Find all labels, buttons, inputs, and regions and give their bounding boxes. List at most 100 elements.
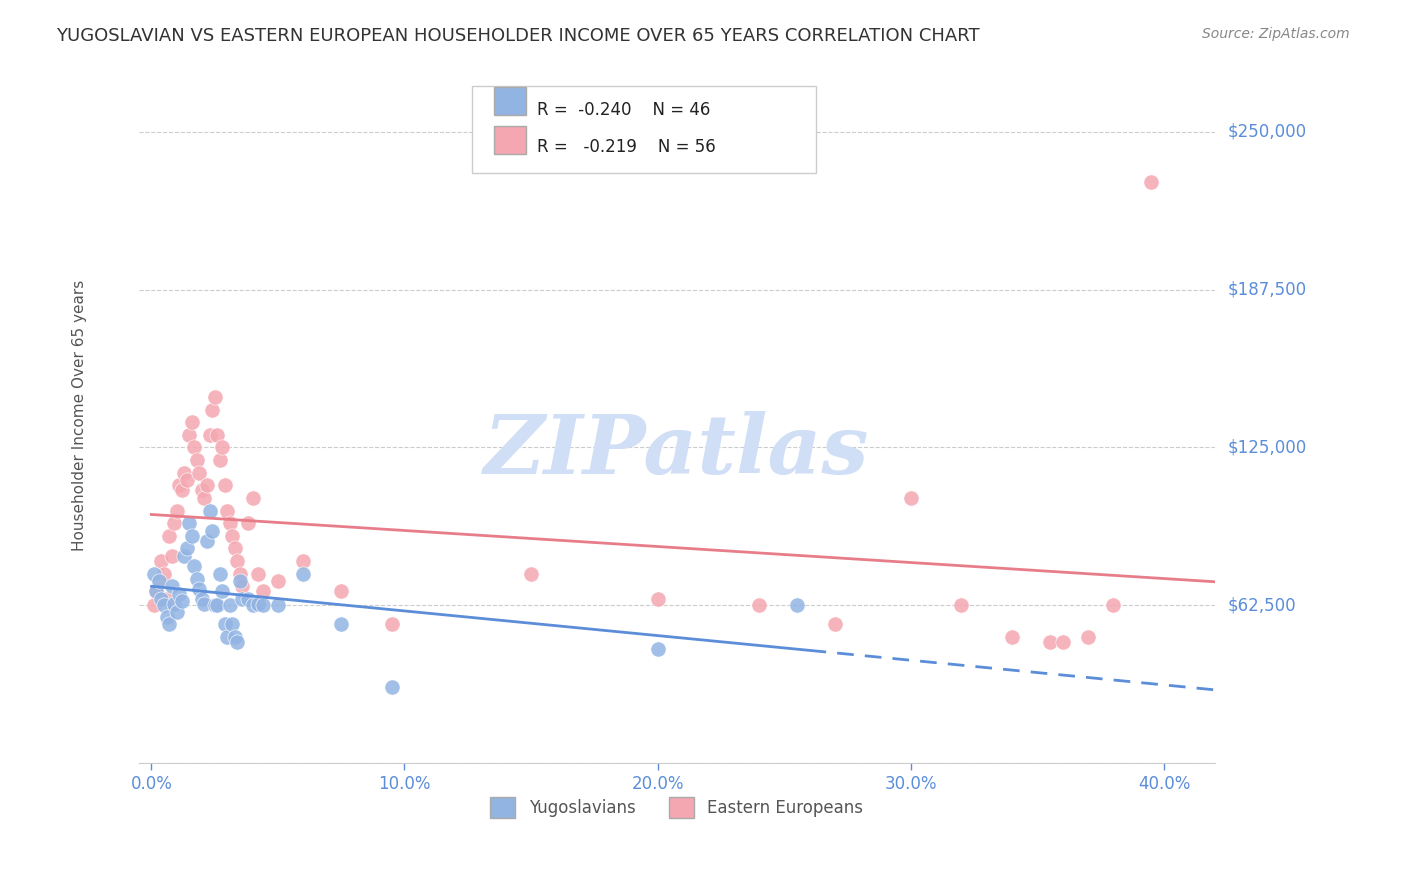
Point (226, 635, 249, 649)
Point (201, 402, 224, 417)
Point (180, 529, 202, 543)
Point (198, 427, 221, 442)
Point (166, 503, 188, 517)
Point (381, 617, 404, 632)
FancyBboxPatch shape (472, 86, 817, 173)
Point (221, 529, 243, 543)
Point (252, 599, 274, 613)
Point (163, 597, 186, 611)
Point (267, 599, 290, 613)
Point (191, 591, 214, 606)
Point (950, 599, 973, 613)
Point (786, 599, 808, 613)
Point (163, 516, 186, 531)
Point (142, 566, 165, 581)
Point (204, 599, 226, 613)
Point (211, 441, 233, 455)
Point (208, 453, 231, 467)
Point (170, 594, 193, 608)
Point (166, 605, 188, 619)
Point (824, 617, 846, 632)
Point (217, 503, 239, 517)
Point (176, 541, 198, 556)
Point (231, 591, 253, 606)
Point (330, 617, 353, 632)
Point (246, 597, 269, 611)
FancyBboxPatch shape (494, 126, 526, 154)
Point (292, 566, 315, 581)
Point (157, 617, 180, 632)
Point (236, 516, 259, 531)
Point (155, 591, 177, 606)
Point (218, 599, 240, 613)
Point (145, 584, 167, 599)
Legend: Yugoslavians, Eastern Europeans: Yugoslavians, Eastern Europeans (484, 790, 870, 824)
Point (1039, 635, 1062, 649)
Point (1102, 599, 1125, 613)
Point (218, 516, 240, 531)
Point (142, 599, 165, 613)
Point (900, 491, 922, 505)
Point (229, 574, 252, 589)
Point (1140, 175, 1163, 189)
Point (183, 441, 205, 455)
Point (242, 599, 264, 613)
Point (155, 609, 177, 624)
Point (214, 478, 236, 492)
Point (193, 491, 215, 505)
Point (1001, 630, 1024, 644)
Point (231, 579, 253, 593)
Text: $62,500: $62,500 (1227, 596, 1296, 615)
Point (148, 574, 170, 589)
Text: R =  -0.240    N = 46: R = -0.240 N = 46 (537, 101, 710, 120)
Point (292, 554, 315, 568)
Point (170, 483, 193, 498)
Point (205, 427, 228, 442)
Point (214, 617, 236, 632)
Point (1077, 630, 1099, 644)
Point (179, 427, 201, 442)
Point (647, 591, 669, 606)
Point (167, 587, 190, 601)
Point (160, 549, 183, 563)
Point (188, 466, 211, 480)
Point (224, 541, 246, 556)
Point (205, 599, 228, 613)
Point (330, 584, 353, 599)
Point (221, 617, 243, 632)
Point (381, 681, 404, 695)
Point (236, 591, 259, 606)
Point (153, 566, 176, 581)
Point (198, 503, 221, 517)
Point (224, 630, 246, 644)
Point (157, 529, 180, 543)
Text: $250,000: $250,000 (1227, 123, 1306, 141)
Point (201, 524, 224, 538)
Text: YUGOSLAVIAN VS EASTERN EUROPEAN HOUSEHOLDER INCOME OVER 65 YEARS CORRELATION CHA: YUGOSLAVIAN VS EASTERN EUROPEAN HOUSEHOL… (56, 27, 980, 45)
Text: Source: ZipAtlas.com: Source: ZipAtlas.com (1202, 27, 1350, 41)
Point (180, 415, 202, 429)
Point (193, 597, 215, 611)
Text: Householder Income Over 65 years: Householder Income Over 65 years (72, 280, 87, 551)
Point (1052, 635, 1074, 649)
Point (242, 491, 264, 505)
Point (179, 516, 201, 531)
Point (173, 549, 195, 563)
Point (204, 390, 226, 404)
Point (195, 533, 218, 548)
FancyBboxPatch shape (494, 87, 526, 115)
Point (211, 584, 233, 599)
Point (183, 559, 205, 574)
Point (246, 566, 269, 581)
Point (150, 554, 173, 568)
Text: $125,000: $125,000 (1227, 438, 1306, 457)
Text: R =   -0.219    N = 56: R = -0.219 N = 56 (537, 138, 716, 156)
Text: ZIPatlas: ZIPatlas (484, 410, 869, 491)
Point (173, 466, 195, 480)
Point (252, 584, 274, 599)
Point (186, 453, 208, 467)
Point (150, 591, 173, 606)
Point (153, 599, 176, 613)
Point (176, 473, 198, 487)
Point (148, 574, 170, 589)
